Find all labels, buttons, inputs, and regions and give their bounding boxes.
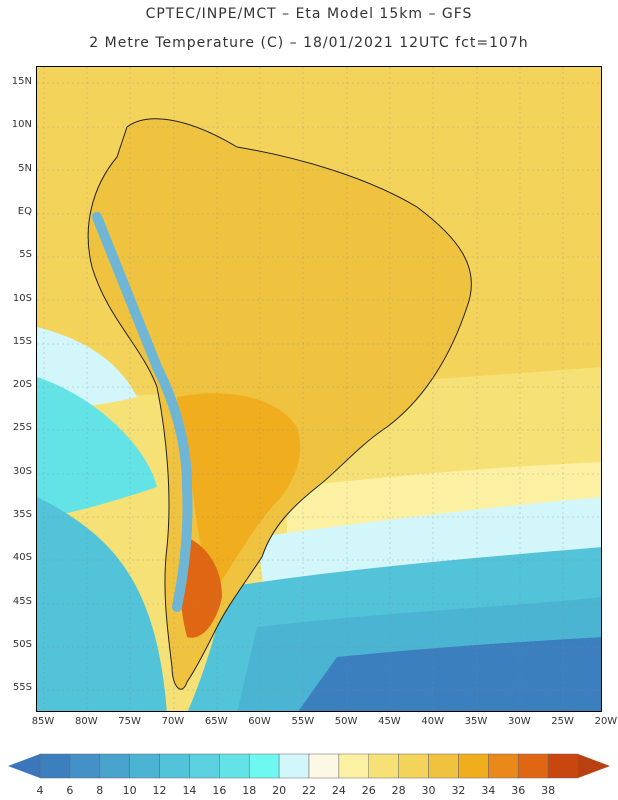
lon-label: 70W <box>161 716 185 727</box>
lat-label: 15S <box>12 335 32 347</box>
colorbar-cell <box>189 753 220 779</box>
colorbar-low-arrow <box>8 754 40 778</box>
lat-label: 10N <box>11 119 32 131</box>
hot-region-south <box>177 393 301 587</box>
colorbar-cell <box>488 753 519 779</box>
colorbar-cell <box>69 753 101 779</box>
colorbar-label: 32 <box>451 784 466 797</box>
lon-label: 35W <box>464 716 488 727</box>
lon-label: 80W <box>74 716 98 727</box>
lat-label: 20S <box>12 379 32 391</box>
lon-label: 55W <box>291 716 315 727</box>
lat-label: 15N <box>11 76 32 87</box>
lon-label: 25W <box>551 716 574 727</box>
colorbar-label: 38 <box>541 784 556 797</box>
colorbar-label: 16 <box>212 784 227 797</box>
map-subtitle: 2 Metre Temperature (C) – 18/01/2021 12U… <box>89 35 529 51</box>
lat-label: 35S <box>12 509 32 520</box>
temperature-map <box>37 67 601 711</box>
colorbar-cell <box>398 753 429 779</box>
lat-label: EQ <box>17 205 32 217</box>
lat-label: 25S <box>12 422 32 434</box>
lon-label: 40W <box>421 716 444 727</box>
colorbar-label: 30 <box>421 784 436 797</box>
ocean-cold-pacific-south <box>37 497 167 711</box>
graticule <box>37 67 601 711</box>
lon-label: 50W <box>334 716 358 727</box>
lon-label: 60W <box>248 716 271 727</box>
colorbar-cell <box>308 753 340 779</box>
colorbar-label: 20 <box>272 784 287 797</box>
lat-label: 45S <box>12 595 32 607</box>
lat-label: 50S <box>12 638 32 650</box>
colorbar-cell <box>458 753 489 779</box>
colorbar-label: 10 <box>122 784 137 797</box>
colorbar-label: 22 <box>302 784 316 797</box>
colorbar-cell <box>219 753 250 779</box>
colorbar-cell <box>428 753 459 779</box>
ocean-cold-pacific <box>37 377 157 517</box>
map-title: CPTEC/INPE/MCT – Eta Model 15km – GFS <box>145 6 473 22</box>
colorbar-label: 34 <box>481 784 496 797</box>
colorbar-cell <box>129 753 160 779</box>
colorbar-cell <box>278 753 310 779</box>
colorbar-label: 26 <box>361 784 376 797</box>
colorbar-high-arrow <box>578 754 610 778</box>
lon-label: 75W <box>118 716 141 727</box>
lon-label: 30W <box>507 716 531 727</box>
lat-label: 40S <box>12 552 32 564</box>
lon-label: 85W <box>31 716 55 727</box>
colorbar-label: 8 <box>96 784 104 797</box>
colorbar-label: 6 <box>66 784 74 797</box>
colorbar-cell <box>368 753 399 779</box>
lat-label: 10S <box>12 292 32 304</box>
colorbar-cell <box>248 753 280 779</box>
colorbar-label: 12 <box>152 784 167 797</box>
colorbar-cell <box>338 753 370 779</box>
lat-label: 55S <box>12 682 32 694</box>
hottest-region-patagonia <box>180 537 222 638</box>
andes-ridge <box>92 212 193 612</box>
colorbar <box>8 753 610 779</box>
colorbar-label: 28 <box>391 784 406 797</box>
colorbar-cell <box>547 753 579 779</box>
lon-label: 45W <box>378 716 401 727</box>
colorbar-cell <box>99 753 130 779</box>
colorbar-label: 4 <box>36 784 44 797</box>
colorbar-cell <box>39 753 71 779</box>
lat-label: 30S <box>12 465 32 477</box>
colorbar-label: 24 <box>331 784 346 797</box>
colorbar-label: 18 <box>242 784 257 797</box>
colorbar-cell <box>159 753 190 779</box>
lat-label: 5N <box>18 162 32 174</box>
lon-label: 65W <box>204 716 228 727</box>
colorbar-cell <box>517 753 549 779</box>
lat-label: 5S <box>19 249 32 261</box>
colorbar-label: 36 <box>511 784 526 797</box>
lon-label: 20W <box>594 716 618 727</box>
map-panel[interactable] <box>36 66 602 712</box>
ocean-coldest <box>298 637 601 711</box>
colorbar-label: 14 <box>182 784 197 797</box>
